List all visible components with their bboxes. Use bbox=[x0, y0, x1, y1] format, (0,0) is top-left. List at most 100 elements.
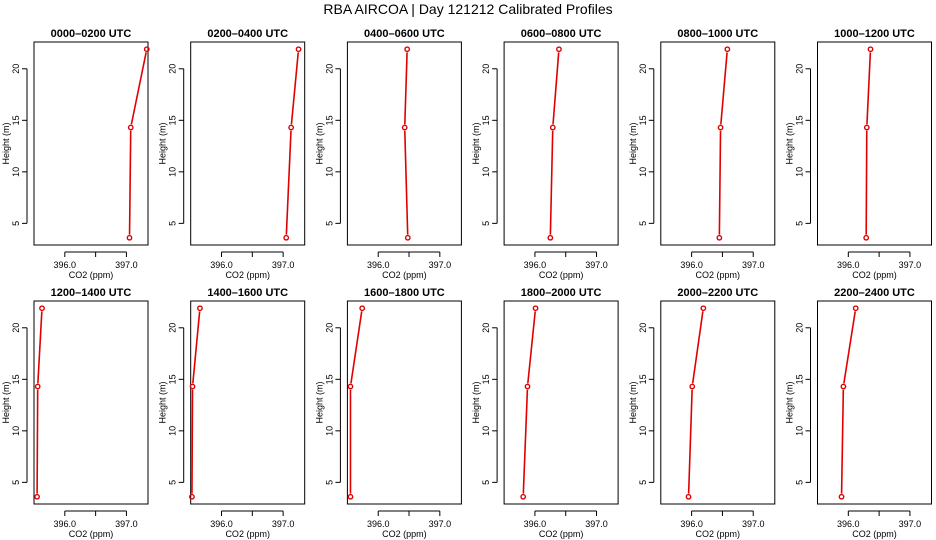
x-tick-label: 396.0 bbox=[680, 260, 703, 270]
y-tick-label: 5 bbox=[638, 480, 648, 485]
panel-title: 1400–1600 UTC bbox=[207, 287, 288, 299]
data-point bbox=[863, 124, 870, 131]
x-axis-label: CO2 (ppm) bbox=[539, 270, 584, 280]
x-axis-label: CO2 (ppm) bbox=[225, 270, 270, 280]
y-tick-label: 10 bbox=[11, 426, 21, 436]
y-axis-label: Height (m) bbox=[785, 122, 795, 164]
data-point bbox=[717, 124, 724, 131]
panel-title: 1200–1400 UTC bbox=[51, 287, 132, 299]
x-tick-label: 397.0 bbox=[272, 519, 295, 529]
series-segment bbox=[37, 311, 43, 384]
y-tick-label: 15 bbox=[795, 374, 805, 384]
series-segment bbox=[285, 130, 292, 235]
series-segment bbox=[130, 52, 147, 125]
y-tick-label: 10 bbox=[324, 167, 334, 177]
data-point bbox=[197, 305, 203, 312]
panel-title: 0200–0400 UTC bbox=[207, 28, 288, 40]
plot-frame bbox=[660, 300, 776, 505]
x-tick-label: 397.0 bbox=[899, 519, 922, 529]
series-segment bbox=[549, 130, 554, 235]
x-tick-label: 396.0 bbox=[210, 260, 233, 270]
x-tick-label: 397.0 bbox=[899, 260, 922, 270]
data-point bbox=[34, 383, 41, 390]
y-tick-label: 15 bbox=[324, 374, 334, 384]
plot-frame bbox=[817, 41, 932, 246]
y-tick-label: 15 bbox=[11, 374, 21, 384]
y-tick-label: 15 bbox=[324, 115, 334, 125]
panel-title: 2200–2400 UTC bbox=[834, 287, 915, 299]
series-segment bbox=[128, 130, 132, 235]
y-tick-label: 15 bbox=[638, 115, 648, 125]
y-axis-label: Height (m) bbox=[471, 381, 481, 423]
plot-frame bbox=[660, 41, 776, 246]
y-tick-label: 10 bbox=[481, 167, 491, 177]
x-tick-label: 397.0 bbox=[272, 260, 295, 270]
y-tick-label: 10 bbox=[11, 167, 21, 177]
data-point bbox=[401, 124, 408, 131]
y-tick-label: 10 bbox=[795, 167, 805, 177]
x-axis-label: CO2 (ppm) bbox=[539, 529, 584, 539]
y-tick-label: 20 bbox=[481, 64, 491, 74]
y-tick-label: 5 bbox=[11, 480, 21, 485]
y-tick-label: 10 bbox=[795, 426, 805, 436]
x-tick-label: 396.0 bbox=[54, 260, 77, 270]
plot-frame bbox=[190, 41, 306, 246]
panel-title: 1000–1200 UTC bbox=[834, 28, 915, 40]
data-point bbox=[127, 124, 134, 131]
y-tick-label: 15 bbox=[795, 115, 805, 125]
y-tick-label: 20 bbox=[481, 323, 491, 333]
data-point bbox=[863, 234, 870, 241]
data-point bbox=[520, 493, 527, 500]
y-tick-label: 15 bbox=[168, 374, 178, 384]
y-tick-label: 15 bbox=[638, 374, 648, 384]
y-tick-label: 15 bbox=[11, 115, 21, 125]
series-segment bbox=[840, 389, 845, 494]
y-tick-label: 20 bbox=[324, 64, 334, 74]
plot-frame bbox=[503, 41, 619, 246]
data-point bbox=[532, 305, 539, 312]
y-tick-label: 15 bbox=[168, 115, 178, 125]
series-segment bbox=[865, 130, 868, 235]
series-segment bbox=[718, 130, 722, 235]
series-segment bbox=[687, 389, 693, 494]
x-axis-label: CO2 (ppm) bbox=[852, 270, 897, 280]
series-segment bbox=[350, 311, 363, 384]
y-tick-label: 5 bbox=[324, 480, 334, 485]
series-segment bbox=[403, 130, 409, 235]
x-tick-label: 396.0 bbox=[54, 519, 77, 529]
y-tick-label: 10 bbox=[168, 167, 178, 177]
series-segment bbox=[866, 52, 872, 125]
x-axis-label: CO2 (ppm) bbox=[69, 270, 114, 280]
panel-title: 0000–0200 UTC bbox=[51, 28, 132, 40]
y-axis-label: Height (m) bbox=[314, 381, 324, 423]
x-tick-label: 396.0 bbox=[210, 519, 233, 529]
x-tick-label: 396.0 bbox=[367, 519, 390, 529]
data-point bbox=[347, 383, 354, 390]
y-axis-label: Height (m) bbox=[785, 381, 795, 423]
x-tick-label: 396.0 bbox=[367, 260, 390, 270]
series-segment bbox=[843, 311, 856, 384]
y-tick-label: 5 bbox=[638, 221, 648, 226]
data-point bbox=[189, 493, 195, 500]
x-tick-label: 397.0 bbox=[585, 519, 608, 529]
y-axis-label: Height (m) bbox=[314, 122, 324, 164]
x-tick-label: 397.0 bbox=[115, 260, 138, 270]
plot-frame bbox=[33, 300, 149, 505]
data-point bbox=[852, 305, 859, 312]
panel-title: 1800–2000 UTC bbox=[521, 287, 602, 299]
y-tick-label: 20 bbox=[638, 323, 648, 333]
y-axis-label: Height (m) bbox=[1, 381, 11, 423]
y-tick-label: 5 bbox=[481, 480, 491, 485]
y-tick-label: 20 bbox=[638, 64, 648, 74]
series-segment bbox=[192, 311, 201, 384]
data-point bbox=[143, 46, 150, 53]
y-tick-label: 20 bbox=[11, 64, 21, 74]
